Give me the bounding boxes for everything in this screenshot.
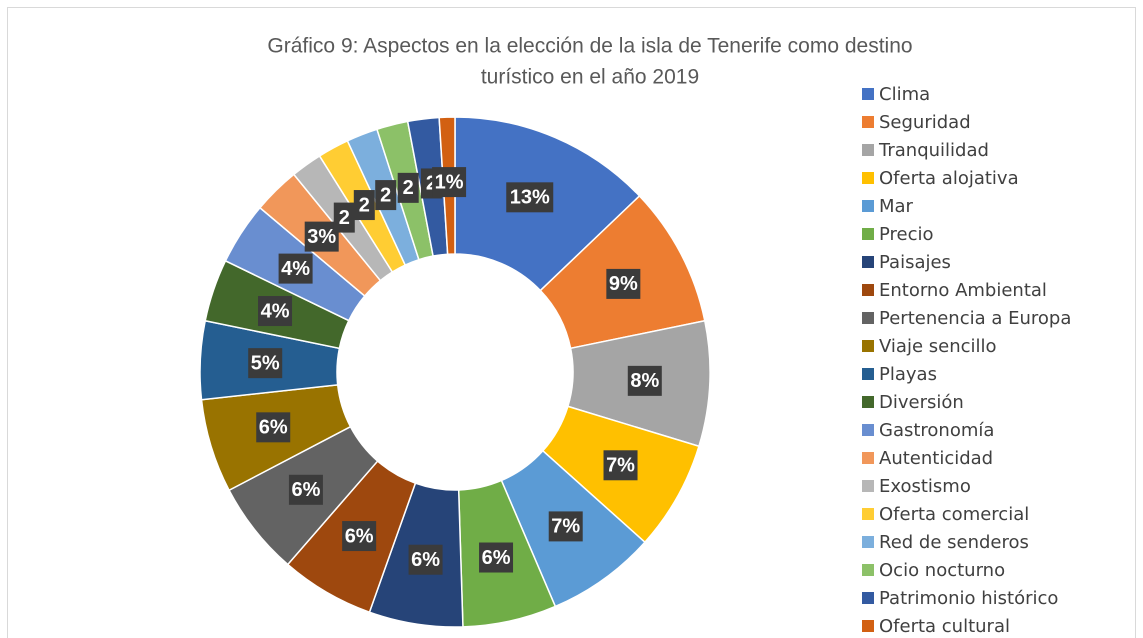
legend-swatch [862, 424, 874, 436]
data-label-box [333, 202, 355, 233]
legend-label: Autenticidad [879, 448, 993, 469]
data-label: 6% [259, 417, 288, 439]
data-label: 2 [403, 177, 414, 199]
data-label-box [342, 521, 377, 552]
data-label: 2 [380, 184, 391, 206]
legend-label: Playas [879, 364, 937, 385]
chart-subtitle: turístico en el año 2019 [481, 66, 699, 89]
data-label: 13% [510, 187, 550, 209]
legend-label: Mar [879, 196, 914, 217]
data-label-box [397, 172, 419, 203]
legend-label: Diversión [879, 392, 964, 413]
legend-swatch [862, 480, 874, 492]
data-label-box [375, 180, 397, 211]
data-label-box [432, 167, 467, 198]
legend-label: Precio [879, 224, 934, 245]
data-label-box [256, 412, 291, 443]
data-label: 4% [261, 300, 290, 322]
data-label-box [603, 450, 638, 481]
legend-label: Oferta cultural [879, 616, 1010, 637]
legend-swatch [862, 452, 874, 464]
legend-label: Oferta alojativa [879, 168, 1019, 189]
legend-label: Ocio nocturno [879, 560, 1005, 581]
data-label-box [408, 544, 443, 575]
data-label: 6% [345, 525, 374, 547]
data-label: 2 [426, 173, 437, 195]
data-label-box [606, 268, 641, 299]
legend-swatch [862, 284, 874, 296]
data-label: 1% [435, 171, 464, 193]
legend-label: Gastronomía [879, 420, 994, 441]
legend-label: Exostismo [879, 476, 971, 497]
legend-label: Patrimonio histórico [879, 588, 1058, 609]
data-label-box [258, 296, 293, 327]
data-label: 7% [551, 516, 580, 538]
data-label-box [288, 474, 323, 505]
legend-label: Paisajes [879, 252, 951, 273]
data-label: 6% [411, 549, 440, 571]
data-label: 5% [251, 352, 280, 374]
legend-swatch [862, 172, 874, 184]
legend-label: Red de senderos [879, 532, 1029, 553]
data-label: 9% [609, 273, 638, 295]
data-label-box [548, 511, 583, 542]
chart-title: Gráfico 9: Aspectos en la elección de la… [267, 35, 912, 58]
legend-label: Oferta comercial [879, 504, 1029, 525]
data-label: 8% [630, 370, 659, 392]
legend-swatch [862, 564, 874, 576]
data-label: 2 [359, 194, 370, 216]
legend-swatch [862, 144, 874, 156]
legend-swatch [862, 200, 874, 212]
legend-label: Pertenencia a Europa [879, 308, 1071, 329]
data-label: 2 [339, 207, 350, 229]
data-label: 7% [606, 455, 635, 477]
data-label-box [304, 221, 339, 252]
legend-swatch [862, 340, 874, 352]
legend-label: Entorno Ambiental [879, 280, 1047, 301]
legend-label: Clima [879, 84, 930, 105]
data-label-box [248, 348, 283, 379]
data-label: 6% [482, 547, 511, 569]
data-label-box [479, 542, 514, 573]
legend-swatch [862, 312, 874, 324]
legend-swatch [862, 508, 874, 520]
legend-label: Viaje sencillo [879, 336, 997, 357]
legend-swatch [862, 116, 874, 128]
data-label-box [506, 182, 554, 213]
legend-swatch [862, 620, 874, 632]
legend-swatch [862, 536, 874, 548]
legend-label: Tranquilidad [878, 140, 989, 161]
legend-swatch [862, 88, 874, 100]
legend-swatch [862, 256, 874, 268]
legend-swatch [862, 228, 874, 240]
legend-label: Seguridad [879, 112, 971, 133]
data-label-box [627, 365, 662, 396]
data-label: 6% [291, 479, 320, 501]
data-label: 4% [281, 258, 310, 280]
legend-swatch [862, 368, 874, 380]
legend-swatch [862, 396, 874, 408]
data-label-box [353, 190, 375, 221]
data-label-box [278, 253, 313, 284]
legend-swatch [862, 592, 874, 604]
data-label: 3% [307, 226, 336, 248]
